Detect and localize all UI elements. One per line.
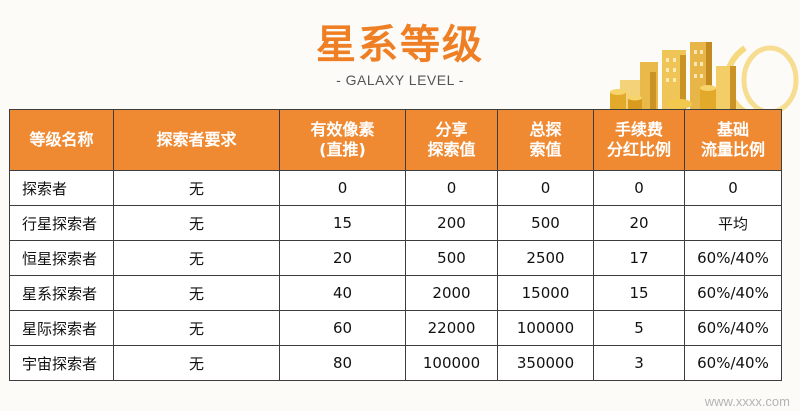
cell-fee: 0 — [593, 170, 685, 206]
cell-share: 22000 — [405, 310, 498, 346]
table-row: 行星探索者 无 15 200 500 20 平均 — [9, 205, 782, 241]
cell-fee: 3 — [593, 345, 685, 381]
cell-requirement: 无 — [113, 275, 280, 311]
header-requirement: 探索者要求 — [113, 109, 280, 171]
cell-flow: 0 — [684, 170, 782, 206]
cell-direct: 80 — [279, 345, 406, 381]
cell-level-name: 宇宙探索者 — [9, 345, 114, 381]
cell-direct: 60 — [279, 310, 406, 346]
header-base-flow: 基础 流量比例 — [684, 109, 782, 171]
table-header-row: 等级名称 探索者要求 有效像素 (直推) 分享 探索值 总探 索值 手续费 分红比例 基… — [9, 109, 782, 171]
cell-fee: 20 — [593, 205, 685, 241]
cell-requirement: 无 — [113, 170, 280, 206]
header-level-name: 等级名称 — [9, 109, 114, 171]
watermark-text: www.xxxx.com — [704, 394, 790, 409]
cell-flow: 60%/40% — [684, 275, 782, 311]
cell-share: 100000 — [405, 345, 498, 381]
cell-fee: 17 — [593, 240, 685, 276]
table-row: 星际探索者 无 60 22000 100000 5 60%/40% — [9, 310, 782, 346]
cell-total: 350000 — [497, 345, 594, 381]
cell-direct: 0 — [279, 170, 406, 206]
cell-requirement: 无 — [113, 345, 280, 381]
cell-share: 200 — [405, 205, 498, 241]
cell-level-name: 行星探索者 — [9, 205, 114, 241]
cell-total: 15000 — [497, 275, 594, 311]
galaxy-level-table: 等级名称 探索者要求 有效像素 (直推) 分享 探索值 总探 索值 手续费 分红比例 基… — [9, 109, 782, 381]
cell-level-name: 星系探索者 — [9, 275, 114, 311]
table-row: 恒星探索者 无 20 500 2500 17 60%/40% — [9, 240, 782, 276]
cell-total: 0 — [497, 170, 594, 206]
table-row: 宇宙探索者 无 80 100000 350000 3 60%/40% — [9, 345, 782, 381]
cell-direct: 40 — [279, 275, 406, 311]
cell-share: 500 — [405, 240, 498, 276]
table-row: 探索者 无 0 0 0 0 0 — [9, 170, 782, 206]
cell-level-name: 星际探索者 — [9, 310, 114, 346]
cell-flow: 60%/40% — [684, 240, 782, 276]
cell-requirement: 无 — [113, 310, 280, 346]
cell-level-name: 恒星探索者 — [9, 240, 114, 276]
cell-fee: 5 — [593, 310, 685, 346]
cell-level-name: 探索者 — [9, 170, 114, 206]
cell-flow: 平均 — [684, 205, 782, 241]
page-title: 星系等级 — [316, 22, 484, 68]
cell-requirement: 无 — [113, 205, 280, 241]
header-direct-pixels: 有效像素 (直推) — [279, 109, 406, 171]
cell-fee: 15 — [593, 275, 685, 311]
cell-share: 2000 — [405, 275, 498, 311]
table-row: 星系探索者 无 40 2000 15000 15 60%/40% — [9, 275, 782, 311]
cell-share: 0 — [405, 170, 498, 206]
cell-flow: 60%/40% — [684, 310, 782, 346]
cell-requirement: 无 — [113, 240, 280, 276]
cell-direct: 20 — [279, 240, 406, 276]
page-subtitle: - GALAXY LEVEL - — [336, 72, 464, 88]
cell-total: 500 — [497, 205, 594, 241]
header-fee-dividend: 手续费 分红比例 — [593, 109, 685, 171]
cell-total: 2500 — [497, 240, 594, 276]
cell-total: 100000 — [497, 310, 594, 346]
header-total-value: 总探 索值 — [497, 109, 594, 171]
header-share-value: 分享 探索值 — [405, 109, 498, 171]
cell-flow: 60%/40% — [684, 345, 782, 381]
cell-direct: 15 — [279, 205, 406, 241]
